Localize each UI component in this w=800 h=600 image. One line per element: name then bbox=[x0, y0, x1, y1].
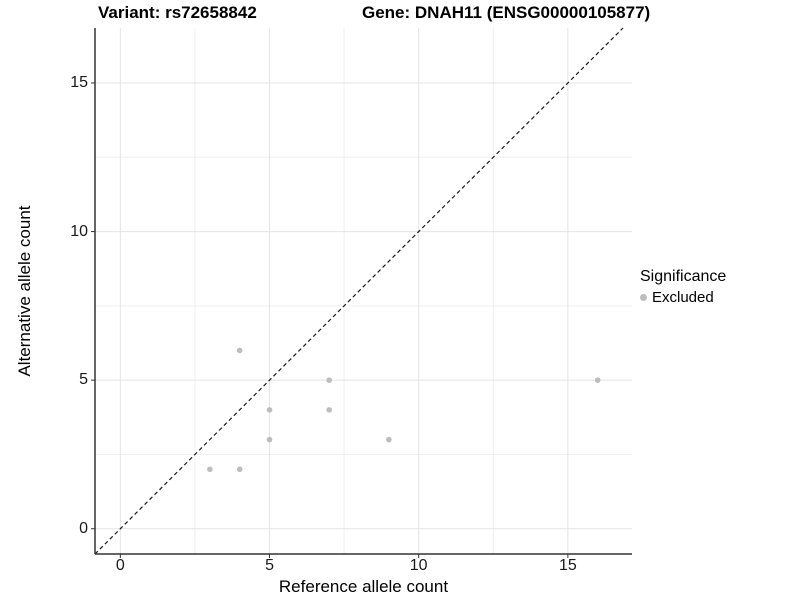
identity-line bbox=[94, 27, 624, 555]
gene-title: Gene: DNAH11 (ENSG00000105877) bbox=[362, 3, 651, 22]
data-point bbox=[266, 436, 273, 443]
legend: Significance Excluded bbox=[640, 268, 726, 306]
legend-title: Significance bbox=[640, 268, 727, 285]
data-point bbox=[326, 377, 332, 383]
data-point bbox=[236, 347, 243, 354]
legend-item-label: Excluded bbox=[652, 289, 714, 306]
y-tick-label: 5 bbox=[79, 371, 88, 389]
x-tick-label: 15 bbox=[558, 557, 577, 574]
data-point bbox=[386, 436, 392, 443]
x-tick-label: 10 bbox=[409, 557, 428, 574]
y-tick-label: 0 bbox=[79, 519, 88, 537]
data-point bbox=[266, 407, 273, 413]
x-tick-label: 0 bbox=[115, 557, 125, 574]
variant-title: Variant: rs72658842 bbox=[98, 3, 257, 22]
y-tick-label: 10 bbox=[70, 222, 88, 240]
legend-item-excluded: Excluded bbox=[640, 289, 726, 306]
data-point bbox=[326, 407, 332, 413]
y-tick-label: 15 bbox=[70, 73, 88, 91]
y-axis-title: Alternative allele count bbox=[15, 205, 34, 377]
x-tick-label: 5 bbox=[265, 557, 274, 574]
x-axis-title: Reference allele count bbox=[278, 577, 449, 596]
legend-point-icon bbox=[640, 294, 647, 301]
data-point bbox=[207, 466, 213, 473]
data-point bbox=[594, 377, 601, 383]
data-point bbox=[236, 466, 243, 473]
